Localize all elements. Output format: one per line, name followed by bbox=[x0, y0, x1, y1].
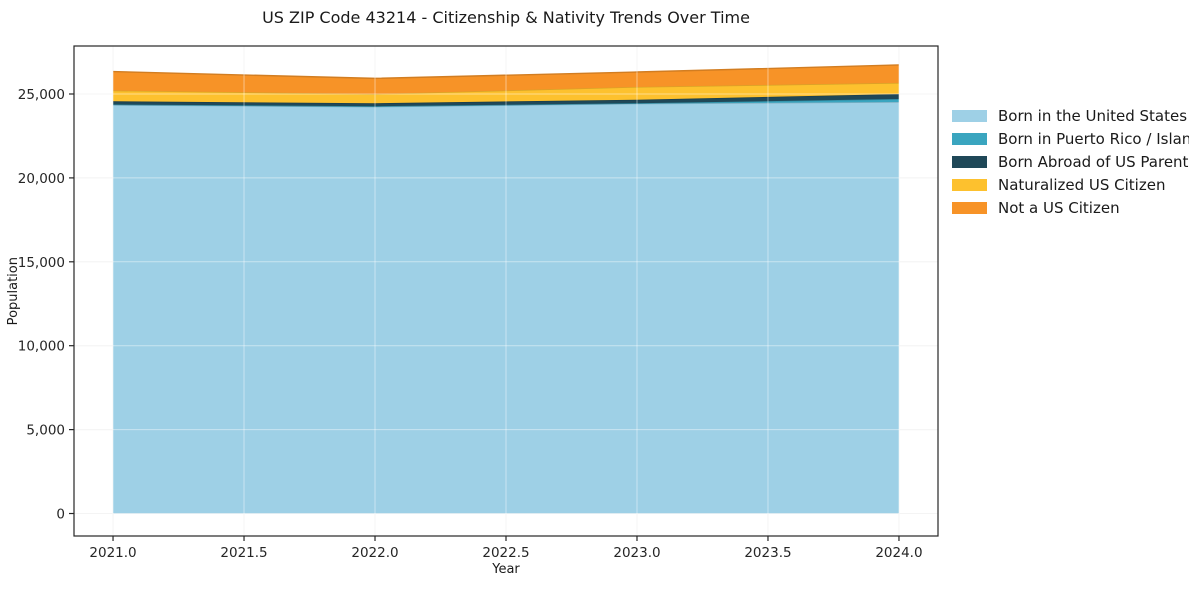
x-tick-label: 2022.0 bbox=[351, 545, 398, 561]
area-series-not-a-us-citizen bbox=[113, 64, 899, 94]
legend-label: Born in Puerto Rico / Islands bbox=[998, 129, 1189, 148]
stacked-areas bbox=[113, 64, 899, 514]
x-tick-label: 2021.0 bbox=[89, 545, 136, 561]
legend-item: Born in the United States bbox=[952, 104, 1189, 127]
legend-swatch bbox=[952, 109, 987, 122]
legend-label: Naturalized US Citizen bbox=[998, 175, 1166, 194]
x-tick-label: 2024.0 bbox=[875, 545, 922, 561]
x-axis-label: Year bbox=[492, 562, 520, 577]
legend-label: Born in the United States bbox=[998, 106, 1188, 125]
y-tick-label: 0 bbox=[56, 507, 65, 523]
y-tick-label: 5,000 bbox=[26, 423, 65, 439]
legend-swatch bbox=[952, 201, 987, 214]
chart-title: US ZIP Code 43214 - Citizenship & Nativi… bbox=[262, 8, 750, 27]
x-tick-label: 2022.5 bbox=[482, 545, 529, 561]
legend-label: Not a US Citizen bbox=[998, 198, 1120, 217]
y-axis-label: Population bbox=[6, 256, 21, 326]
area-series-born-in-the-united-states bbox=[113, 102, 899, 514]
y-tick-label: 15,000 bbox=[18, 255, 65, 271]
legend-swatch bbox=[952, 132, 987, 145]
gridlines-over bbox=[74, 46, 938, 536]
x-tick-label: 2021.5 bbox=[220, 545, 267, 561]
area-edge-not-a-us-citizen bbox=[113, 64, 899, 80]
y-tick-label: 25,000 bbox=[18, 87, 65, 103]
area-series-naturalized-us-citizen bbox=[113, 82, 899, 104]
legend: Born in the United States Born in Puerto… bbox=[952, 104, 1189, 219]
legend-swatch bbox=[952, 178, 987, 191]
y-axis-label-wrap: Population bbox=[6, 46, 21, 536]
legend-swatch bbox=[952, 155, 987, 168]
x-tick-label: 2023.0 bbox=[613, 545, 660, 561]
y-tick-label: 20,000 bbox=[18, 171, 65, 187]
legend-label: Born Abroad of US Parent(s) bbox=[998, 152, 1189, 171]
legend-item: Born Abroad of US Parent(s) bbox=[952, 150, 1189, 173]
x-tick-label: 2023.5 bbox=[744, 545, 791, 561]
y-tick-label: 10,000 bbox=[18, 339, 65, 355]
legend-item: Naturalized US Citizen bbox=[952, 173, 1189, 196]
legend-item: Not a US Citizen bbox=[952, 196, 1189, 219]
legend-item: Born in Puerto Rico / Islands bbox=[952, 127, 1189, 150]
axis-ticks: 2021.0 2021.5 2022.0 2022.5 2023.0 2023.5 2024… bbox=[18, 87, 923, 561]
